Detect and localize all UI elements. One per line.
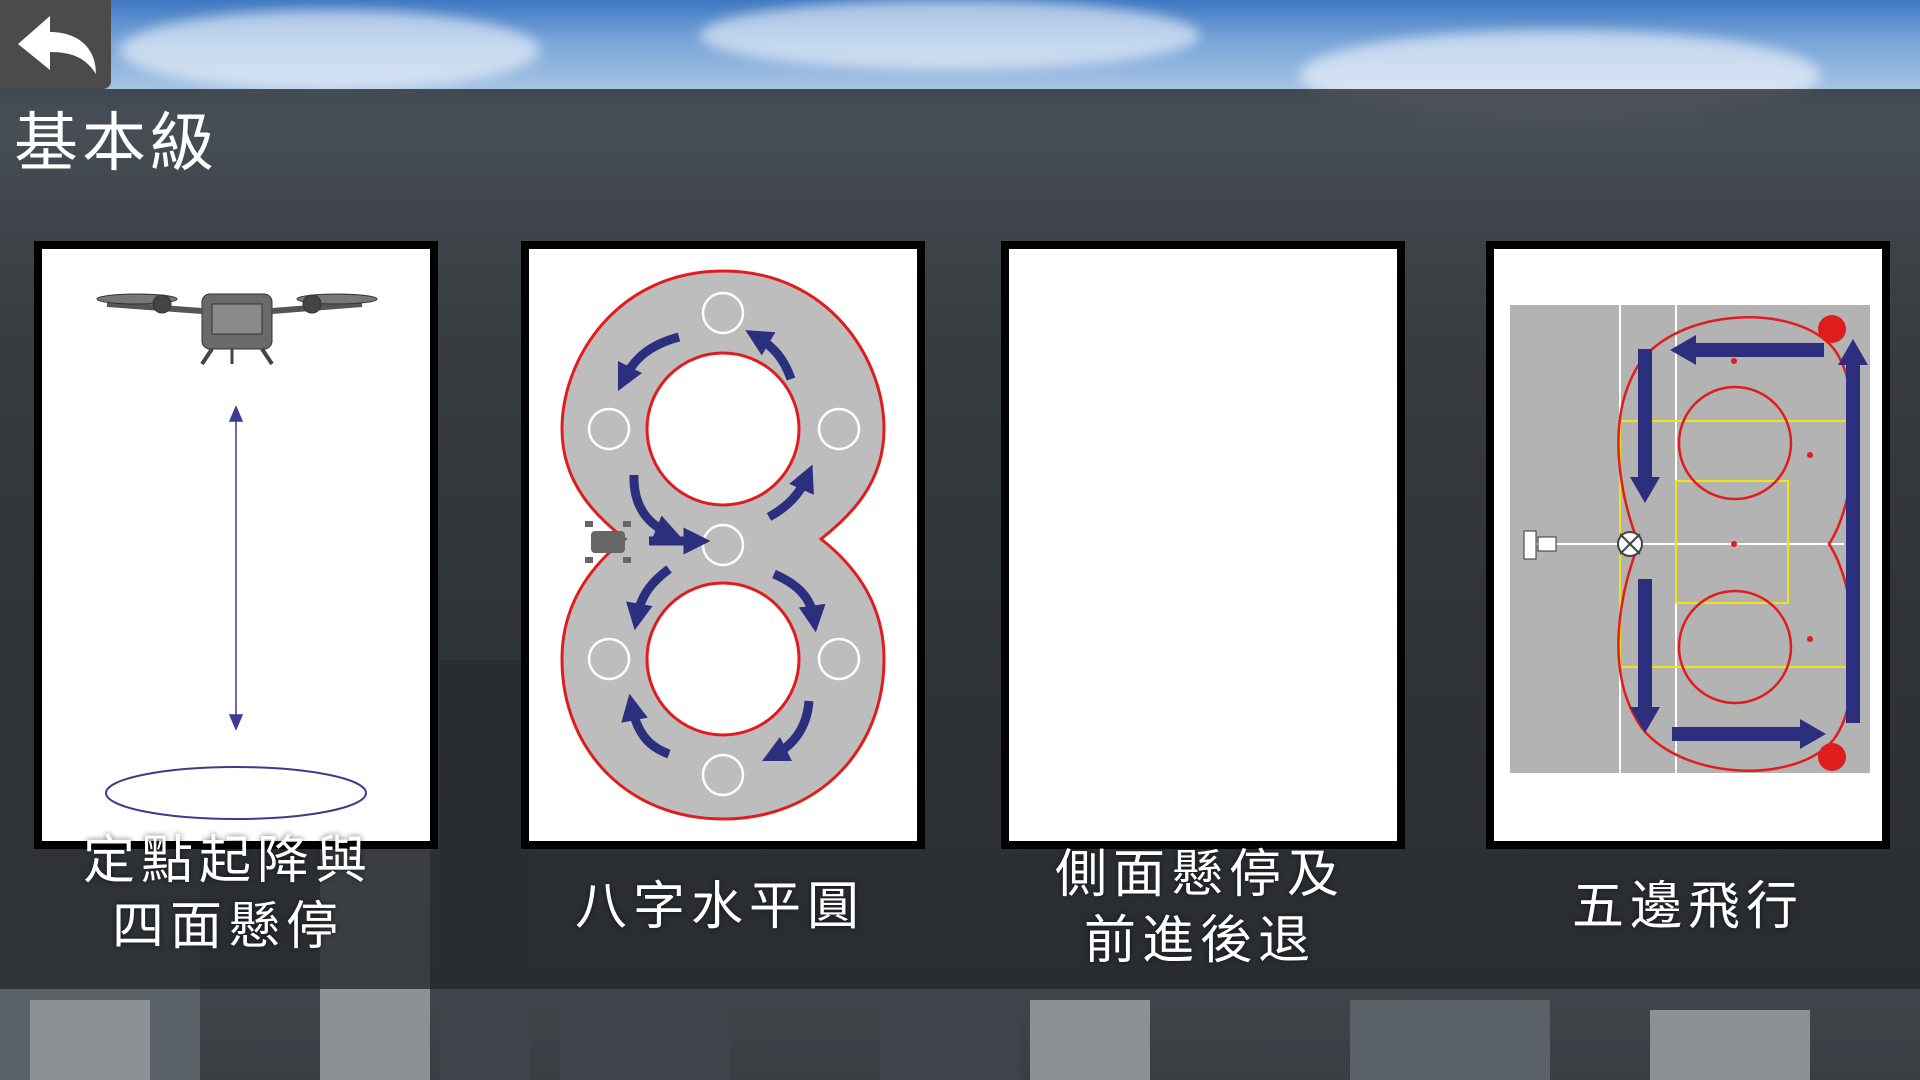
- flight-field: [1510, 305, 1870, 773]
- level-card-side-hover[interactable]: [1001, 241, 1405, 849]
- vertical-arrow-icon: [228, 405, 244, 731]
- direction-arrows: [617, 330, 826, 762]
- caption-line: 定點起降與: [82, 831, 373, 891]
- takeoff-landing-diagram: [96, 293, 378, 820]
- cloud: [700, 0, 1200, 70]
- building: [880, 990, 1020, 1080]
- building: [560, 990, 730, 1080]
- landing-pad-icon: [105, 766, 367, 820]
- figure-eight-diagram: [560, 269, 886, 821]
- inner-loop-top: [645, 351, 801, 507]
- level-card-pentagon[interactable]: [1486, 241, 1890, 849]
- caption-line: 四面懸停: [111, 897, 344, 957]
- caption-line: 側面懸停及: [1054, 845, 1345, 905]
- building: [1650, 1010, 1810, 1080]
- building: [30, 1000, 150, 1080]
- waypoint-dots: [1731, 315, 1846, 771]
- level-card-takeoff-landing[interactable]: [34, 241, 438, 849]
- level-card-figure-eight[interactable]: [521, 241, 925, 849]
- back-arrow-icon: [17, 15, 96, 74]
- caption-line: 五邊飛行: [1571, 877, 1804, 937]
- inner-loop-bottom: [645, 581, 801, 737]
- cloud: [120, 10, 540, 90]
- building: [1030, 1000, 1150, 1080]
- caption-side-hover: 側面懸停及 前進後退: [990, 842, 1410, 974]
- figure-eight-track: [560, 269, 886, 821]
- direction-arrows: [1630, 335, 1868, 749]
- pilot-station-icon: [1523, 530, 1557, 560]
- drone-icon: [585, 521, 631, 563]
- drone-icon: [1617, 531, 1643, 557]
- building: [1350, 1000, 1550, 1080]
- page-title: 基本級: [14, 107, 218, 181]
- caption-line: 八字水平圓: [574, 877, 865, 937]
- caption-figure-eight: 八字水平圓: [510, 874, 930, 940]
- caption-takeoff-landing: 定點起降與 四面懸停: [18, 828, 438, 960]
- pentagon-flight-diagram: [1510, 305, 1870, 773]
- guide-box-inner: [1675, 480, 1789, 604]
- caption-line: 前進後退: [1083, 911, 1316, 971]
- back-button[interactable]: [0, 0, 111, 89]
- drone-icon: [96, 293, 378, 366]
- caption-pentagon: 五邊飛行: [1478, 874, 1898, 940]
